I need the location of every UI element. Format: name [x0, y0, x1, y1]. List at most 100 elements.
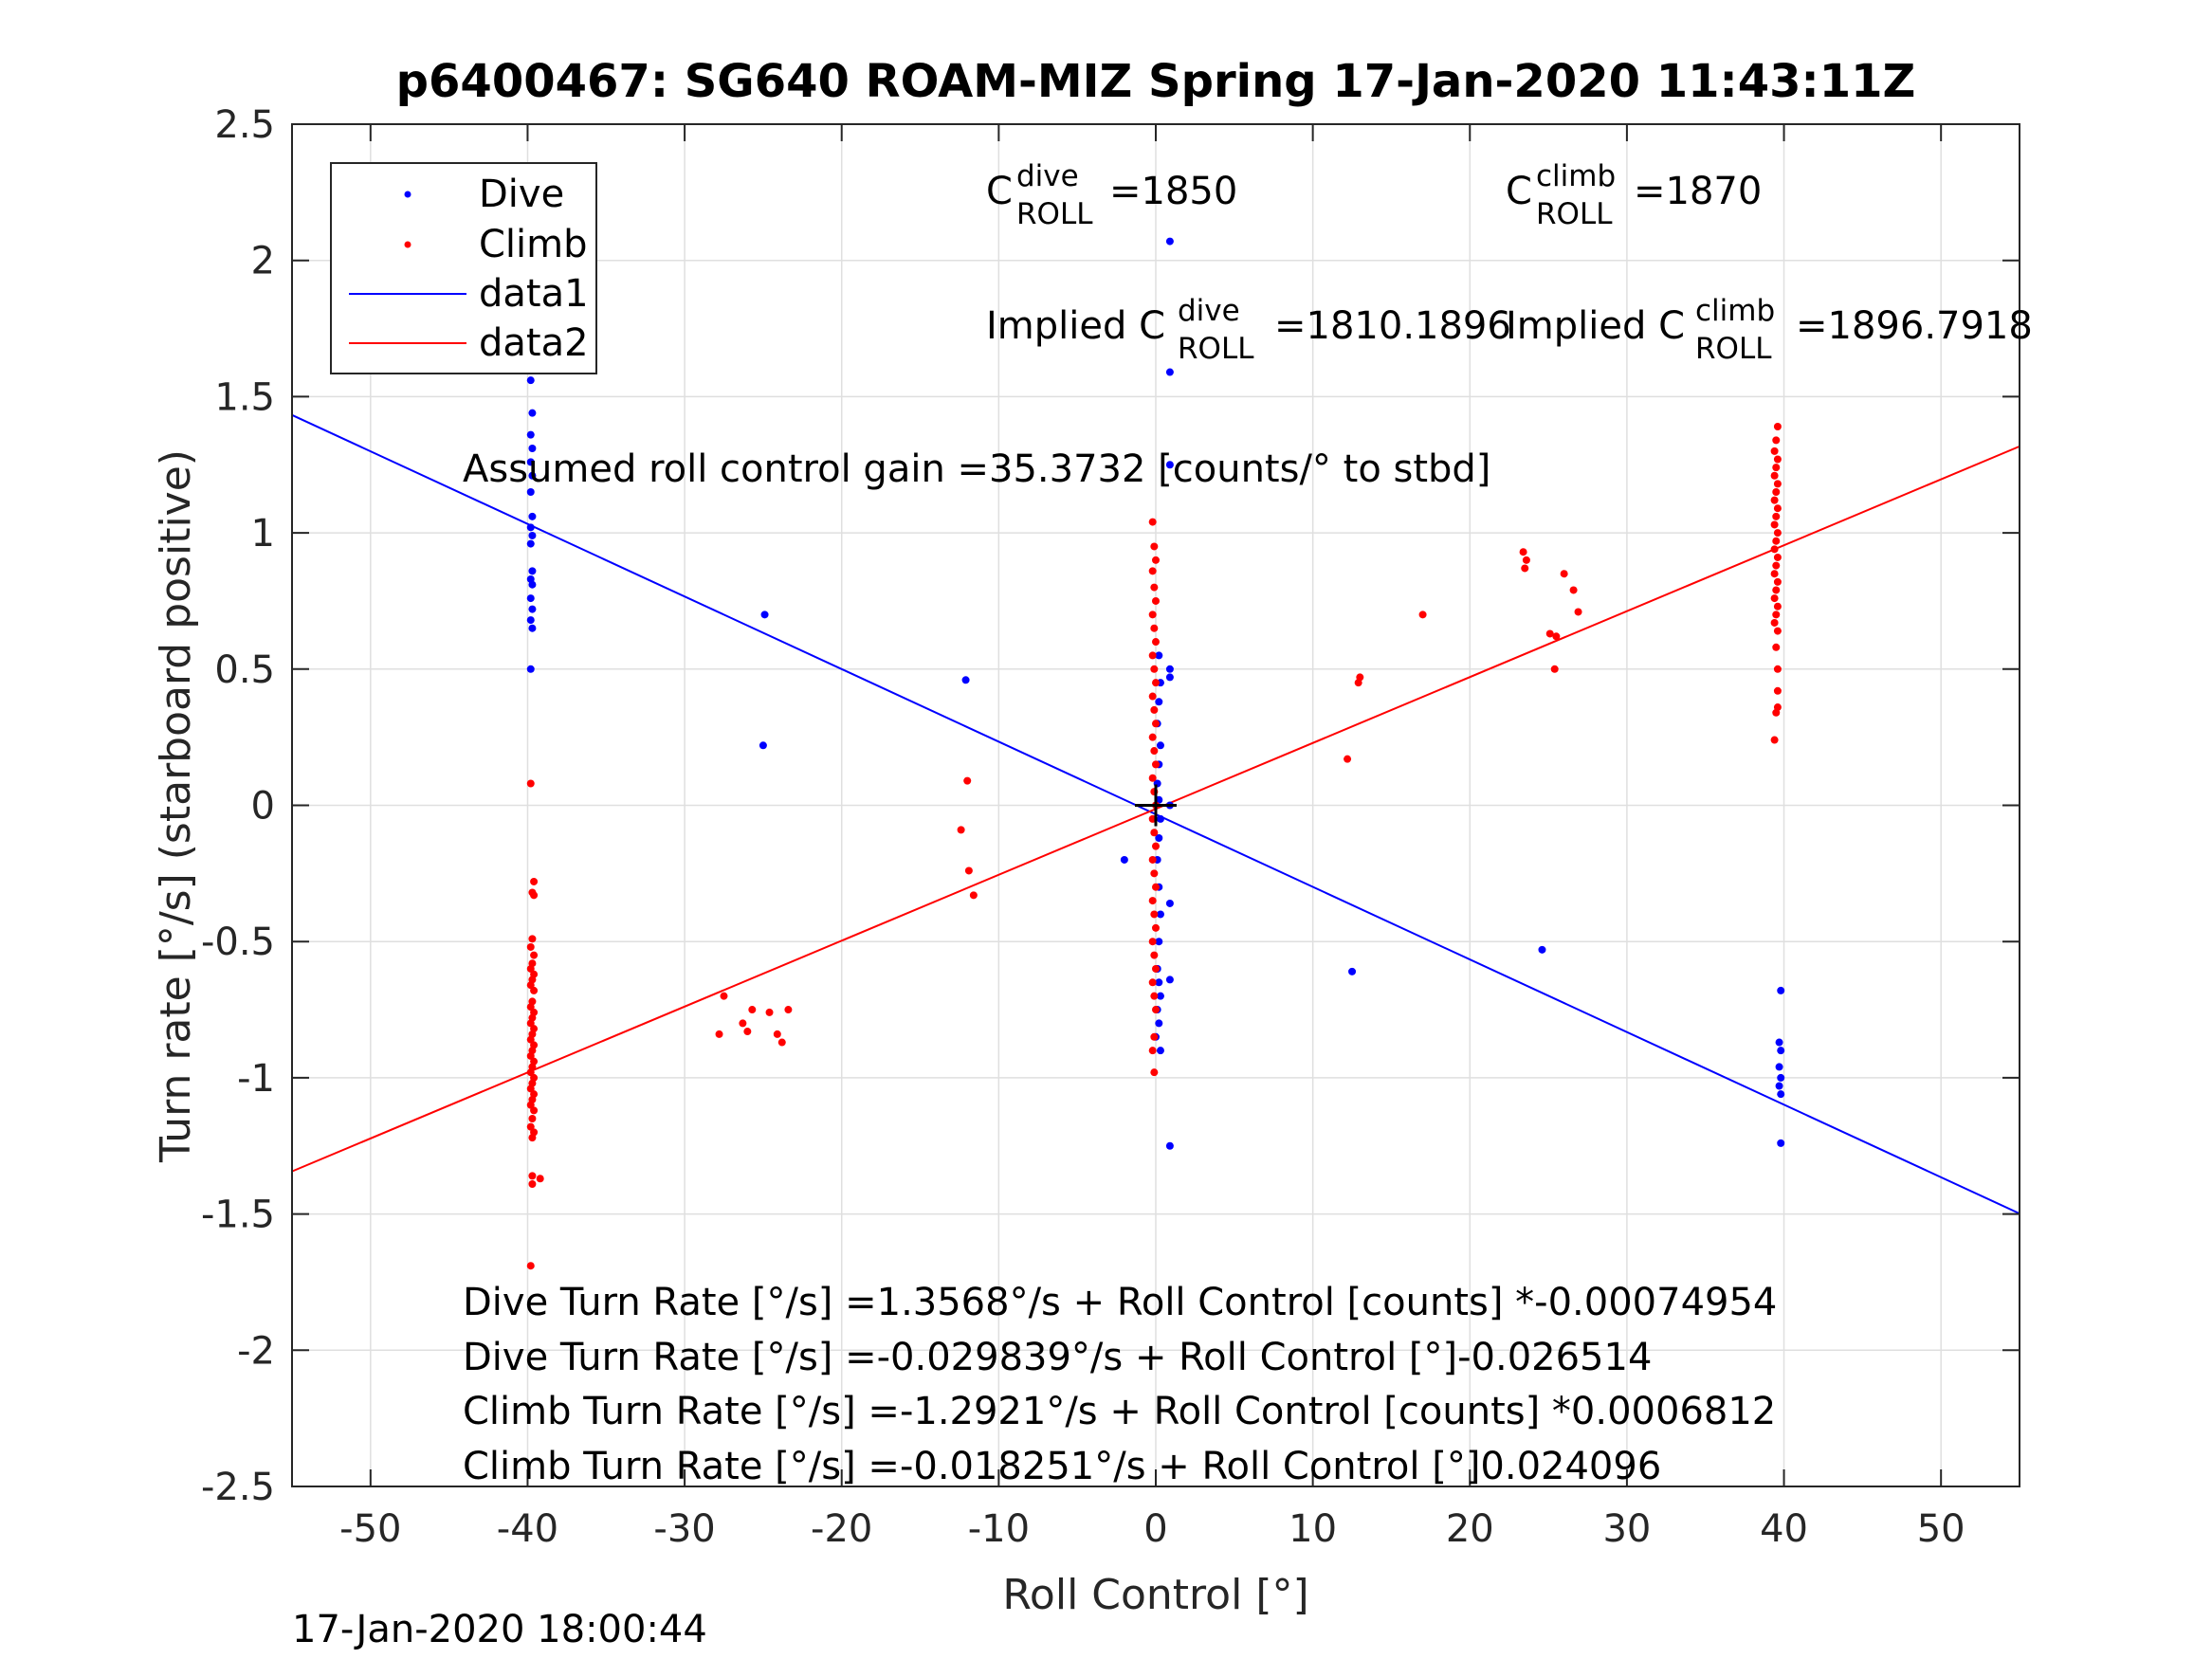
climb-point — [1152, 842, 1160, 850]
fit-equation-2: Dive Turn Rate [°/s] =-0.029839°/s + Rol… — [463, 1336, 1652, 1379]
implied-dive-annotation: Implied C dive ROLL =1810.1896 — [986, 294, 1511, 366]
climb-point — [1772, 487, 1781, 496]
dive-point — [526, 487, 535, 496]
climb-point — [1773, 480, 1782, 488]
climb-point — [1770, 594, 1779, 603]
y-tick-label: 1.5 — [214, 375, 275, 419]
climb-point — [1773, 423, 1782, 431]
dive-point — [526, 376, 535, 385]
fit-equation-1: Dive Turn Rate [°/s] =1.3568°/s + Roll C… — [463, 1281, 1777, 1324]
climb-point — [1770, 447, 1779, 455]
y-tick-label: 2.5 — [214, 103, 275, 147]
dive-point — [526, 523, 535, 532]
fit-equation-4: Climb Turn Rate [°/s] =-0.018251°/s + Ro… — [463, 1445, 1661, 1488]
dive-point — [1156, 1047, 1164, 1055]
climb-point — [528, 935, 537, 943]
dive-point — [528, 512, 537, 520]
legend-box — [330, 162, 597, 374]
climb-point — [1574, 608, 1582, 616]
footer-timestamp: 17-Jan-2020 18:00:44 — [292, 1608, 707, 1651]
cclimb-value: =1870 — [1634, 170, 1762, 213]
implied-climb-base: Implied C — [1506, 304, 1685, 348]
climb-point — [743, 1028, 752, 1036]
dive-point — [526, 594, 535, 603]
legend-dive-label: Dive — [479, 173, 564, 216]
dive-point — [528, 445, 537, 453]
implied-climb-sup: climb — [1695, 294, 1775, 328]
cclimb-subscript: ROLL — [1536, 197, 1613, 231]
climb-point — [1150, 869, 1159, 878]
climb-point — [1148, 855, 1157, 864]
cdive-value: =1850 — [1109, 170, 1237, 213]
cclimb-base: C — [1506, 170, 1532, 213]
climb-point — [765, 1008, 774, 1016]
climb-point — [964, 866, 973, 875]
legend-data1-label: data1 — [479, 272, 589, 316]
y-tick-label: 1 — [251, 512, 275, 556]
climb-point — [1770, 520, 1779, 529]
y-tick-label: -2.5 — [201, 1466, 275, 1509]
climb-point — [715, 1030, 723, 1038]
legend-climb-marker — [404, 241, 411, 248]
dive-point — [1156, 992, 1164, 1000]
climb-point — [1773, 577, 1782, 586]
climb-point — [528, 1179, 537, 1188]
climb-point — [773, 1030, 781, 1038]
dive-point — [1155, 651, 1163, 660]
dive-point — [1775, 1082, 1783, 1090]
climb-point — [784, 1006, 793, 1014]
climb-point — [1552, 632, 1561, 641]
fit-equation-3: Climb Turn Rate [°/s] =-1.2921°/s + Roll… — [463, 1390, 1776, 1433]
dive-point — [526, 430, 535, 439]
climb-point — [1148, 518, 1157, 526]
climb-point — [1773, 627, 1782, 635]
climb-point — [1770, 736, 1779, 744]
climb-point — [969, 891, 978, 900]
x-tick-labels: -50 -40 -30 -20 -10 0 10 20 30 40 50 — [339, 1507, 1965, 1551]
climb-point — [1772, 643, 1781, 651]
dive-point — [1165, 975, 1174, 984]
climb-point — [1770, 496, 1779, 504]
axes-box — [291, 123, 2020, 1487]
climb-point — [1148, 978, 1157, 987]
climb-point — [1772, 464, 1781, 472]
dive-point — [759, 741, 767, 750]
climb-point — [528, 1134, 537, 1142]
dive-point — [1775, 1063, 1783, 1071]
x-tick-label: 20 — [1446, 1507, 1494, 1551]
x-tick-label: -40 — [497, 1507, 558, 1551]
climb-point — [1150, 624, 1159, 632]
data-points — [526, 237, 1785, 1270]
dive-point — [1165, 461, 1174, 469]
implied-dive-value: =1810.1896 — [1274, 304, 1511, 348]
implied-dive-subscript: ROLL — [1178, 332, 1254, 366]
cdive-base: C — [986, 170, 1013, 213]
climb-point — [1152, 760, 1160, 769]
climb-point — [1148, 611, 1157, 619]
dive-point — [526, 539, 535, 548]
climb-point — [1521, 564, 1529, 573]
dive-point — [528, 531, 537, 539]
climb-point — [1152, 883, 1160, 891]
climb-point — [1773, 686, 1782, 695]
chart-title: p6400467: SG640 ROAM-MIZ Spring 17-Jan-2… — [396, 55, 1916, 108]
climb-point — [1148, 692, 1157, 701]
climb-point — [1150, 1032, 1159, 1041]
climb-point — [1150, 665, 1159, 673]
legend: Dive Climb data1 data2 — [330, 162, 597, 374]
climb-point — [1772, 611, 1781, 619]
climb-point — [720, 992, 728, 1000]
implied-climb-annotation: Implied C climb ROLL =1896.7918 — [1506, 294, 2033, 366]
dive-point — [1777, 1073, 1785, 1082]
dive-point — [1777, 986, 1785, 994]
climb-point — [1772, 436, 1781, 445]
cdive-annotation: C dive ROLL =1850 — [986, 159, 1237, 231]
climb-point — [1560, 570, 1568, 578]
implied-dive-base: Implied C — [986, 304, 1165, 348]
climb-point — [1150, 829, 1159, 837]
dive-point — [1155, 833, 1163, 842]
dive-point — [1156, 741, 1164, 750]
climb-point — [526, 1262, 535, 1270]
cdive-sup: dive — [1016, 159, 1079, 193]
dive-point — [1165, 899, 1174, 907]
